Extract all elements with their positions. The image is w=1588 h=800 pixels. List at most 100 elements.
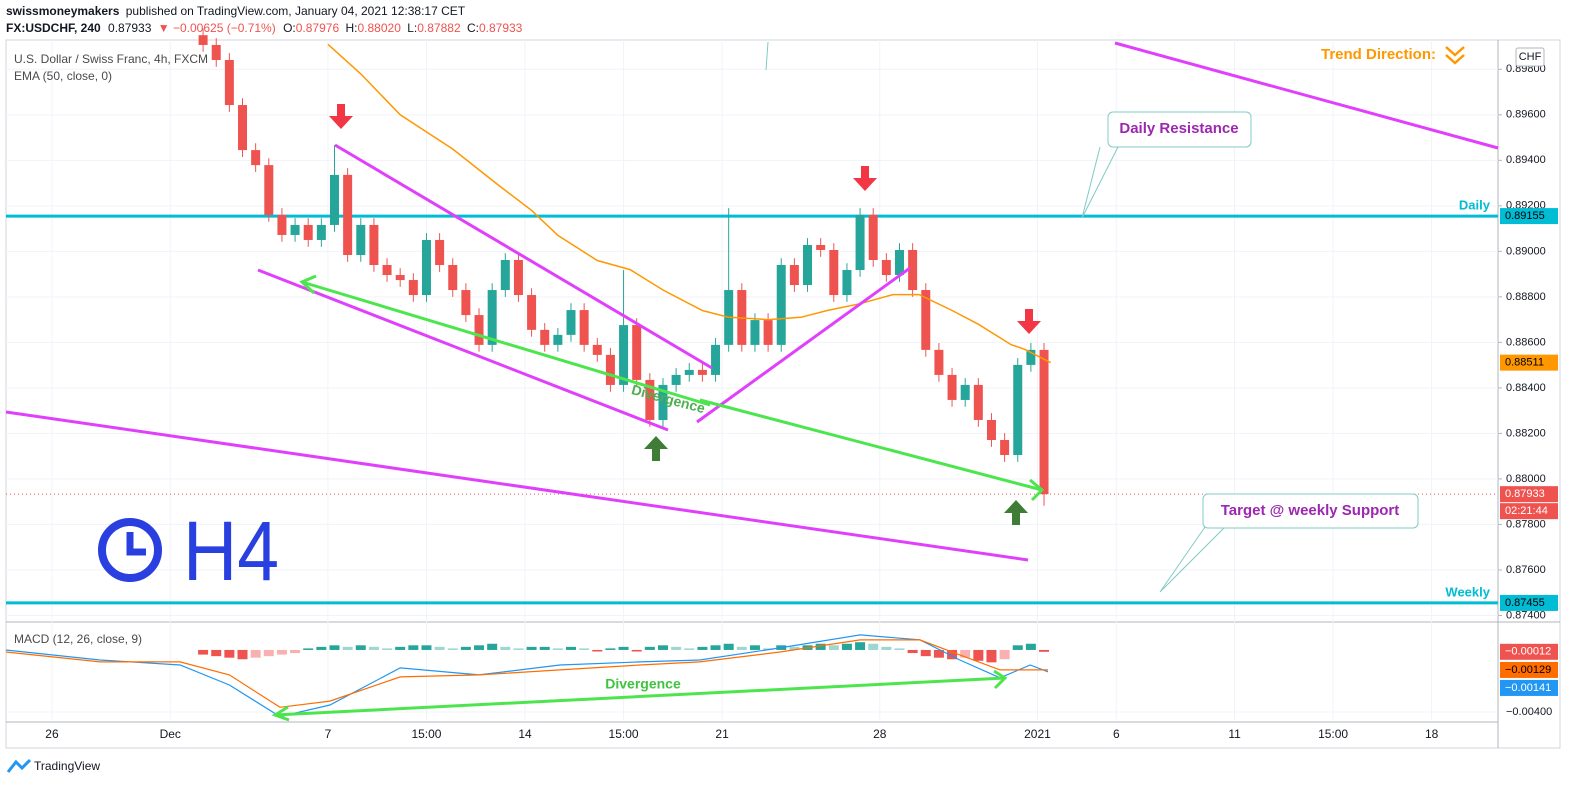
macd-badge: −0.00012 [1505, 646, 1551, 658]
published: published on TradingView.com, January 04… [126, 4, 466, 18]
candle-body [842, 270, 852, 296]
candle-body [238, 105, 248, 151]
macd-histogram-bar [749, 645, 760, 650]
divergence-label: Divergence [605, 676, 681, 692]
candle-body [894, 249, 904, 276]
candle-body [343, 174, 353, 255]
macd-histogram-bar [539, 646, 550, 650]
callout-pointer [1159, 526, 1226, 593]
callout-box [1107, 111, 1252, 148]
macd-histogram-bar [828, 645, 839, 650]
candle-body [290, 224, 300, 235]
candle-body [329, 174, 339, 225]
candle-body [632, 325, 642, 380]
candle-body [658, 384, 668, 420]
macd-histogram-bar [947, 649, 958, 660]
candle-body [303, 224, 313, 240]
candle-body [382, 265, 392, 276]
macd-histogram-bar [316, 646, 327, 650]
y-tick-label: 0.88200 [1506, 427, 1546, 439]
macd-histogram-bar [605, 648, 616, 650]
candle-body [540, 329, 550, 345]
last-price: 0.87933 [108, 21, 152, 35]
macd-histogram-bar [368, 646, 379, 650]
candle-body [1026, 349, 1036, 365]
ohlc-value: 0.87882 [417, 21, 461, 35]
candle-body [829, 249, 839, 296]
ema-badge-bg [1500, 354, 1558, 371]
candle-body [684, 369, 694, 375]
candle-body [605, 354, 615, 385]
candle-body [960, 384, 970, 400]
macd-histogram-bar [276, 649, 287, 655]
macd-histogram-bar [198, 649, 209, 655]
timeframe-badge: H4 [98, 504, 279, 598]
trendline [1114, 41, 1499, 150]
candle-body [868, 214, 878, 261]
x-tick-label: 18 [1425, 727, 1439, 741]
callout-box [1202, 493, 1419, 529]
macd-histogram-bar [789, 646, 800, 650]
candle-body [619, 325, 629, 385]
x-tick-label: 6 [1113, 727, 1120, 741]
y-tick-label: 0.87800 [1506, 518, 1546, 530]
candle-body [527, 295, 537, 330]
macd-histogram-bar [907, 649, 918, 654]
ohlc-label: C: [467, 21, 479, 35]
macd-histogram-bar [986, 649, 997, 663]
candle-body [500, 260, 510, 291]
candle-body [986, 419, 996, 441]
candle-body [750, 320, 760, 345]
y-tick-label: 0.89600 [1506, 109, 1546, 121]
candle-body [435, 239, 445, 266]
macd-histogram-bar [920, 649, 931, 657]
candle-body [1000, 440, 1010, 456]
candle-body [921, 290, 931, 350]
level-label: Daily [1459, 198, 1491, 213]
x-tick-label: 2021 [1024, 727, 1051, 741]
price-change: ▼ −0.00625 (−0.71%) [158, 21, 276, 35]
y-tick-label: 0.88400 [1506, 382, 1546, 394]
macd-line [5, 639, 1048, 708]
callout-pointer [1081, 146, 1119, 219]
countdown: 02:21:44 [1505, 505, 1548, 517]
divergence-line [301, 280, 711, 407]
chart-frame [5, 39, 1561, 749]
macd-histogram-bar [736, 646, 747, 650]
macd-histogram-bar [382, 648, 393, 650]
y-tick-label: 0.89400 [1506, 154, 1546, 166]
macd-histogram-bar [329, 645, 340, 650]
x-tick-label: 14 [518, 727, 532, 741]
macd-histogram-bar [1012, 645, 1023, 650]
divergence-lines [271, 274, 1045, 722]
y-tick-label: 0.88800 [1506, 291, 1546, 303]
candle-body [671, 374, 681, 385]
macd-histogram-bar [263, 649, 274, 657]
indicator-title: EMA (50, close, 0) [14, 69, 112, 83]
ema-line [327, 43, 1051, 364]
ohlc-value: 0.88020 [357, 21, 401, 35]
level-label: Weekly [1445, 584, 1490, 599]
level-badge: 0.87455 [1505, 597, 1545, 609]
macd-histogram-bar [973, 649, 984, 661]
macd-histogram-bar [671, 646, 682, 650]
candle-body [816, 244, 826, 250]
macd-histogram-bar [855, 642, 866, 650]
candle-body [474, 315, 484, 345]
macd-histogram-bar [815, 643, 826, 650]
candle-body [277, 214, 287, 235]
macd-badge-bg [1500, 661, 1558, 678]
x-tick-label: 15:00 [411, 727, 441, 741]
candle-body [421, 239, 431, 296]
candle-body [1013, 364, 1023, 456]
macd-histogram-bar [224, 649, 235, 658]
candle-body [316, 224, 326, 240]
ohlc-label: L: [407, 21, 417, 35]
macd-histogram-bar [960, 649, 971, 658]
macd-histogram-bar [237, 649, 248, 660]
candle-body [448, 265, 458, 291]
publish-line: swissmoneymakers published on TradingVie… [6, 4, 466, 18]
candle-body [224, 59, 234, 106]
